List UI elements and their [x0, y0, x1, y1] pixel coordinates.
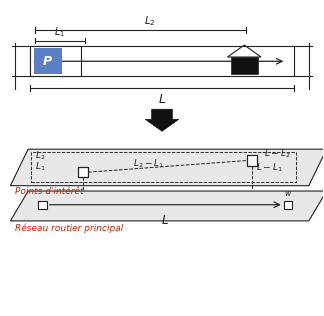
Text: $L_2-L_1$: $L_2-L_1$ — [133, 157, 164, 170]
Polygon shape — [78, 167, 88, 177]
Polygon shape — [39, 201, 47, 209]
Text: $L_1$: $L_1$ — [35, 161, 45, 173]
Text: $L_2$: $L_2$ — [35, 149, 45, 162]
Polygon shape — [30, 46, 81, 76]
Polygon shape — [10, 149, 324, 186]
Text: $L$: $L$ — [161, 214, 169, 227]
Text: Points d'intérêt: Points d'intérêt — [15, 187, 84, 196]
Text: P: P — [43, 55, 52, 68]
Text: Réseau routier principal: Réseau routier principal — [15, 223, 123, 233]
Polygon shape — [247, 155, 258, 166]
Text: $L_1$: $L_1$ — [54, 25, 65, 39]
Text: $L_2$: $L_2$ — [144, 14, 156, 28]
Text: $L-L_1$: $L-L_1$ — [256, 162, 282, 174]
Text: $L$: $L$ — [158, 93, 166, 106]
Polygon shape — [10, 191, 324, 221]
Polygon shape — [145, 109, 179, 131]
Polygon shape — [231, 57, 258, 74]
Polygon shape — [284, 201, 292, 209]
Text: $w$: $w$ — [284, 189, 292, 198]
Text: $L-L_2$: $L-L_2$ — [264, 148, 290, 161]
Polygon shape — [34, 48, 62, 74]
